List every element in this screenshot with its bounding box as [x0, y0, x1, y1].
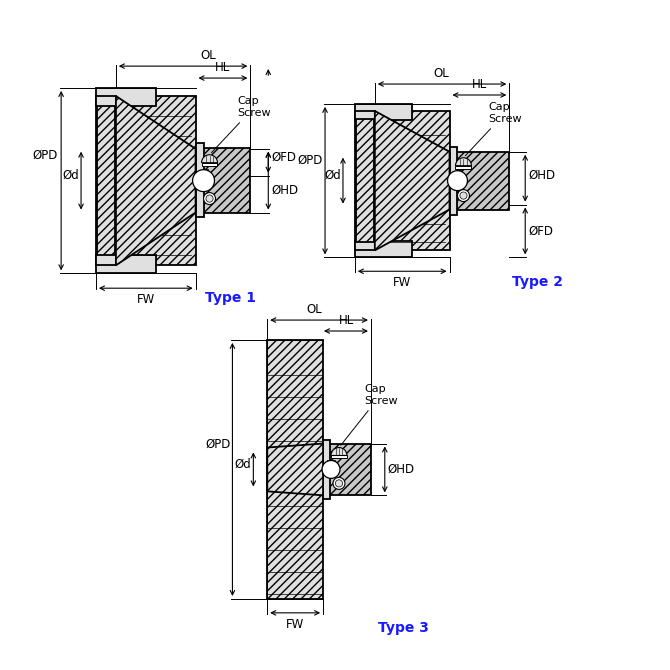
Wedge shape	[456, 157, 472, 165]
Polygon shape	[375, 111, 450, 251]
Text: ØHD: ØHD	[528, 169, 555, 182]
Circle shape	[448, 171, 468, 190]
Bar	[196, 143, 204, 218]
Text: FW: FW	[393, 276, 411, 289]
Text: ØFD: ØFD	[271, 151, 296, 164]
Bar	[456, 165, 472, 169]
Polygon shape	[267, 444, 323, 495]
Text: HL: HL	[339, 314, 354, 327]
Bar	[202, 163, 218, 165]
Text: ØHD: ØHD	[271, 184, 298, 197]
Text: Ød: Ød	[234, 458, 251, 471]
Circle shape	[336, 480, 342, 487]
Text: ØPD: ØPD	[205, 438, 230, 451]
Bar	[323, 444, 371, 495]
Bar	[450, 152, 509, 210]
Circle shape	[460, 192, 467, 199]
Bar	[375, 111, 450, 251]
Wedge shape	[202, 155, 218, 163]
Circle shape	[458, 190, 470, 202]
Text: HL: HL	[215, 61, 230, 74]
Bar	[97, 106, 115, 255]
Circle shape	[333, 478, 345, 489]
Bar	[196, 148, 251, 212]
Text: ØPD: ØPD	[33, 149, 58, 162]
Bar	[96, 88, 155, 106]
Bar	[116, 96, 196, 265]
Circle shape	[206, 195, 213, 202]
Text: Cap
Screw: Cap Screw	[212, 96, 271, 153]
Text: OL: OL	[200, 49, 216, 62]
Bar	[454, 170, 462, 175]
Text: OL: OL	[433, 67, 450, 80]
Bar	[96, 96, 116, 265]
Text: FW: FW	[137, 293, 155, 306]
Bar	[327, 460, 335, 464]
Circle shape	[322, 460, 340, 478]
Text: FW: FW	[286, 618, 304, 631]
Text: Type 2: Type 2	[512, 275, 563, 289]
Polygon shape	[116, 96, 196, 265]
Bar	[450, 147, 458, 214]
Text: ØFD: ØFD	[528, 225, 553, 238]
Circle shape	[204, 192, 216, 204]
Text: Cap
Screw: Cap Screw	[466, 103, 522, 155]
Circle shape	[192, 170, 214, 192]
Text: ØPD: ØPD	[297, 154, 323, 168]
Bar	[200, 169, 208, 174]
Text: Type 1: Type 1	[205, 291, 256, 305]
Text: OL: OL	[306, 303, 322, 316]
Wedge shape	[331, 448, 347, 456]
Text: Cap
Screw: Cap Screw	[341, 384, 397, 446]
Text: Type 3: Type 3	[378, 621, 429, 634]
Bar	[355, 104, 411, 120]
Text: ØHD: ØHD	[388, 463, 415, 476]
Bar	[355, 111, 375, 251]
Bar	[323, 440, 330, 499]
Text: Ød: Ød	[62, 169, 79, 182]
Bar	[267, 340, 323, 599]
Bar	[331, 456, 347, 458]
Bar	[355, 241, 411, 257]
Text: HL: HL	[472, 78, 487, 91]
Bar	[96, 255, 155, 273]
Text: Ød: Ød	[324, 169, 341, 182]
Bar	[356, 119, 374, 243]
